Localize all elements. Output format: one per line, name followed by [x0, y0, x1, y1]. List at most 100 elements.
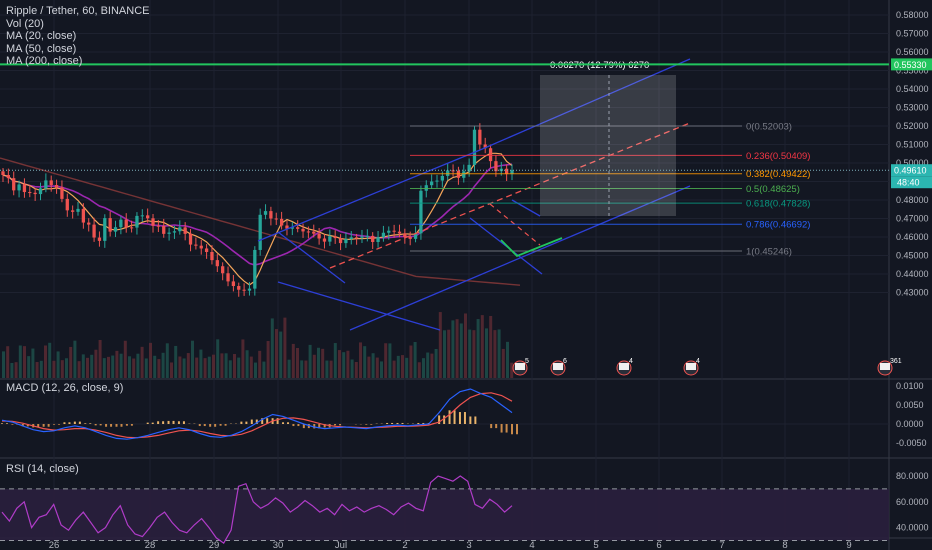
- volume-bar: [510, 362, 514, 378]
- price-tick-label: 0.55000: [896, 66, 929, 76]
- pullback-dashed: [489, 203, 541, 246]
- chart-legend: Ripple / Tether, 60, BINANCE Vol (20) MA…: [6, 5, 149, 68]
- time-axis-label: Jul: [335, 540, 347, 550]
- candle-body: [360, 236, 364, 238]
- price-tick-label: 0.51000: [896, 140, 929, 150]
- volume-bar: [354, 361, 358, 378]
- volume-bar: [489, 315, 493, 378]
- price-tick-label: 0.58000: [896, 10, 929, 20]
- candle-body: [60, 187, 64, 199]
- candle-body: [247, 288, 252, 291]
- volume-bar: [443, 330, 446, 378]
- volume-bar: [459, 323, 463, 378]
- fib-level-label: 0.5(0.48625): [746, 184, 800, 195]
- fib-level-label: 0.786(0.46692): [746, 220, 810, 231]
- candle-body: [237, 286, 241, 290]
- volume-bar: [14, 362, 18, 378]
- candle-body: [258, 214, 262, 250]
- volume-bar: [228, 360, 232, 378]
- candle-body: [467, 164, 471, 172]
- volume-bar: [149, 342, 152, 378]
- volume-bar: [312, 354, 316, 378]
- fib-level-label: 1(0.45246): [746, 246, 792, 257]
- volume-bar: [480, 315, 484, 378]
- volume-bar: [380, 361, 383, 378]
- fib-level-label: 0.382(0.49422): [746, 169, 810, 180]
- volume-bar: [52, 360, 56, 378]
- volume-bar: [203, 358, 207, 378]
- volume-bar: [186, 353, 190, 378]
- channel-lower-extension: [349, 185, 691, 331]
- volume-bar: [254, 362, 257, 378]
- candle-body: [129, 227, 134, 229]
- volume-bar: [195, 357, 199, 378]
- candle-body: [354, 237, 359, 239]
- price-tick-label: 0.47000: [896, 214, 929, 224]
- rsi-title: RSI (14, close): [6, 463, 79, 475]
- event-flag-count: 5: [525, 358, 529, 365]
- candle-body: [472, 129, 477, 165]
- volume-bar: [102, 358, 106, 378]
- volume-bar: [287, 359, 291, 378]
- macd-line: [1, 388, 513, 440]
- volume-bar: [157, 359, 161, 378]
- candle-body: [253, 249, 257, 289]
- event-flag-paper: [515, 363, 525, 370]
- time-axis-label: 6: [656, 540, 661, 550]
- candle-body: [231, 281, 236, 287]
- time-axis-label: 26: [49, 540, 60, 550]
- countdown-label: 48:40: [897, 178, 920, 188]
- time-axis-label: 4: [529, 540, 534, 550]
- volume-bar: [266, 341, 270, 378]
- volume-bar: [333, 343, 337, 378]
- candle-body: [365, 235, 369, 237]
- candle-body: [76, 208, 80, 212]
- time-axis-label: 5: [593, 540, 598, 550]
- time-axis-label: 3: [466, 540, 471, 550]
- time-axis-label: 29: [209, 540, 220, 550]
- volume-bar: [86, 357, 89, 378]
- volume-bar: [65, 358, 68, 378]
- candle-body: [301, 228, 305, 232]
- volume-bar: [375, 357, 379, 378]
- volume-bar: [69, 346, 73, 378]
- candle-body: [435, 180, 439, 182]
- volume-bar: [60, 360, 64, 378]
- volume-bar: [455, 319, 459, 378]
- candle-body: [483, 144, 487, 149]
- candle-body: [140, 215, 144, 217]
- volume-bar: [304, 360, 308, 378]
- candle-body: [376, 237, 380, 242]
- candle-body: [178, 227, 182, 232]
- resistance-price-label: 0.55330: [894, 60, 927, 70]
- volume-bar: [182, 358, 186, 378]
- volume-bar: [325, 360, 329, 378]
- candle-body: [371, 235, 375, 242]
- volume-bar: [346, 350, 350, 378]
- candle-body: [413, 233, 418, 239]
- event-flag-paper: [619, 363, 629, 370]
- volume-bar: [191, 340, 194, 378]
- price-tick-label: 0.56000: [896, 47, 929, 57]
- wedge-line: [277, 231, 346, 284]
- candle-body: [338, 238, 343, 244]
- volume-bar: [140, 346, 144, 378]
- volume-bar: [506, 341, 509, 378]
- volume-bar: [174, 345, 178, 378]
- volume-bar: [497, 329, 501, 378]
- candle-body: [167, 232, 171, 234]
- event-flag-paper: [553, 363, 563, 370]
- volume-bar: [321, 348, 325, 378]
- macd-title: MACD (12, 26, close, 9): [6, 382, 124, 394]
- volume-bar: [199, 349, 203, 378]
- candle-body: [103, 218, 107, 241]
- volume-bar: [413, 341, 417, 378]
- volume-bar: [48, 342, 52, 378]
- candle-body: [17, 184, 21, 191]
- candle-body: [146, 215, 150, 219]
- candle-body: [65, 198, 69, 211]
- volume-bar: [434, 349, 438, 378]
- candle-body: [210, 251, 214, 261]
